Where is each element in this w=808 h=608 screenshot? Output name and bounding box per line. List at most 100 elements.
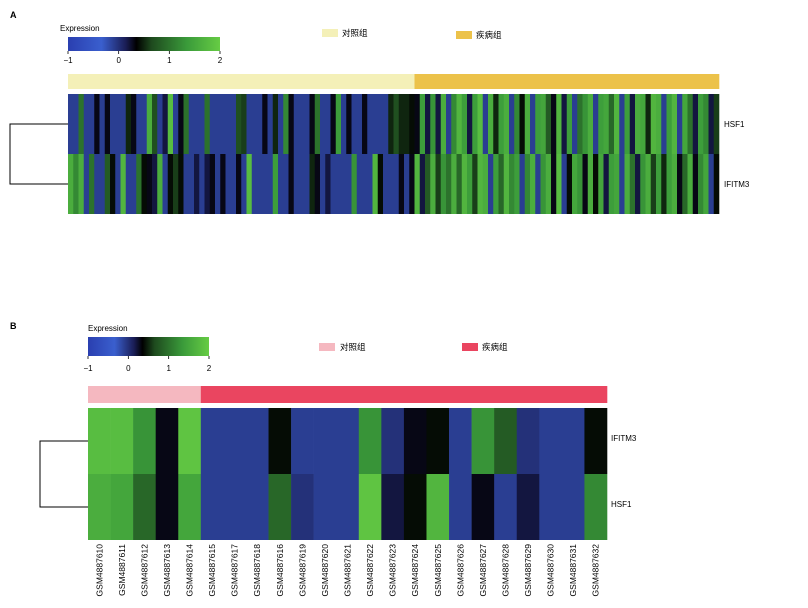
heatmap-cell	[661, 154, 667, 214]
heatmap-cell	[367, 94, 373, 154]
heatmap-cell	[540, 94, 547, 154]
heatmap-cell	[178, 94, 184, 154]
heatmap-cell	[572, 154, 578, 214]
heatmap-cell	[624, 154, 631, 214]
heatmap-cell	[530, 154, 536, 214]
colorbar-tick-label: 0	[126, 364, 131, 373]
heatmap-cell	[225, 154, 232, 214]
row-label-b-2: HSF1	[611, 500, 632, 509]
heatmap-cell	[516, 474, 540, 540]
heatmap-cell	[183, 94, 190, 154]
heatmap-cell	[703, 154, 709, 214]
group-legend-b: 对照组 疾病组	[319, 342, 508, 352]
heatmap-cell	[524, 154, 531, 214]
heatmap-cell	[614, 154, 620, 214]
heatmap-cell	[703, 94, 709, 154]
sample-label: GSM4887631	[568, 544, 578, 597]
heatmap-cell	[257, 94, 263, 154]
heatmap-cell	[393, 94, 400, 154]
heatmap-cell	[477, 94, 484, 154]
heatmap-cell	[414, 94, 421, 154]
sample-label: GSM4887627	[478, 544, 488, 597]
heatmap-cell	[173, 154, 179, 214]
heatmap-cell	[99, 154, 106, 214]
heatmap-cell	[677, 154, 683, 214]
heatmap-cell	[209, 94, 216, 154]
heatmap-cell	[493, 154, 499, 214]
heatmap-cell	[325, 94, 331, 154]
heatmap-cell	[682, 154, 688, 214]
sample-label: GSM4887611	[117, 544, 127, 596]
heatmap-cell	[336, 474, 360, 540]
heatmap-cell	[556, 154, 562, 214]
panel-label-a: A	[10, 10, 17, 20]
heatmap-cell	[551, 94, 557, 154]
heatmap-cell	[449, 408, 472, 474]
heatmap-cell	[272, 154, 279, 214]
heatmap-cell	[608, 94, 615, 154]
heatmap-cell	[293, 154, 300, 214]
legend-label-control-b: 对照组	[340, 342, 366, 352]
heatmap-cell	[155, 474, 179, 540]
heatmap-cell	[288, 154, 295, 214]
heatmap-cell	[272, 94, 279, 154]
sample-label: GSM4887619	[297, 544, 307, 597]
heatmap-cell	[125, 154, 132, 214]
heatmap-cell	[110, 154, 116, 214]
heatmap-cell	[404, 154, 410, 214]
heatmap-cell	[398, 94, 405, 154]
heatmap-cell	[419, 154, 426, 214]
heatmap-cell	[68, 154, 74, 214]
heatmap-cell	[561, 474, 585, 540]
heatmap-cell	[498, 94, 505, 154]
heatmap-cell	[304, 154, 310, 214]
heatmap-cell	[488, 154, 494, 214]
heatmap-cell	[435, 154, 442, 214]
heatmap-cell	[278, 94, 284, 154]
heatmap-cell	[262, 94, 268, 154]
heatmap-cell	[629, 154, 636, 214]
heatmap-cell	[619, 94, 625, 154]
heatmap-cell	[440, 94, 447, 154]
heatmap-cell	[698, 94, 704, 154]
legend-title-b: Expression	[88, 324, 128, 333]
sample-label: GSM4887621	[343, 544, 353, 597]
heatmap-cell	[545, 94, 552, 154]
heatmap-cell	[608, 154, 615, 214]
heatmap-cell	[435, 94, 442, 154]
heatmap-cell	[587, 94, 594, 154]
heatmap-cell	[383, 94, 389, 154]
heatmap-cell	[482, 154, 489, 214]
heatmap-cell	[313, 474, 337, 540]
heatmap-cell	[666, 94, 673, 154]
heatmap-cell	[267, 94, 274, 154]
heatmap-cell	[514, 94, 520, 154]
sample-label: GSM4887626	[455, 544, 465, 597]
heatmap-cell	[509, 94, 515, 154]
heatmap-cell	[456, 154, 463, 214]
colorbar-tick-label: 2	[207, 364, 212, 373]
heatmap-cell	[188, 94, 195, 154]
heatmap-cell	[494, 408, 518, 474]
heatmap-cell	[556, 94, 562, 154]
color-legend-a: Expression −1 0 1 2	[60, 24, 223, 65]
dendrogram-b	[39, 440, 88, 508]
sample-label: GSM4887618	[252, 544, 262, 597]
heatmap-cell	[267, 154, 274, 214]
heatmap-cell	[671, 94, 678, 154]
heatmap-cell	[241, 154, 247, 214]
heatmap-cell	[330, 94, 337, 154]
heatmap-cell	[671, 154, 678, 214]
heatmap-cell	[99, 94, 106, 154]
heatmap-cell	[677, 94, 683, 154]
heatmap-cell	[299, 94, 305, 154]
heatmap-cell	[650, 94, 657, 154]
colorbar-tick-label: 1	[167, 56, 172, 65]
sample-labels-b: GSM4887610 GSM4887611 GSM4887612 GSM4887613…	[94, 544, 600, 597]
dendrogram-branches-b	[39, 440, 88, 508]
heatmap-cell	[598, 94, 604, 154]
heatmap-cell	[561, 94, 568, 154]
sample-label: GSM4887629	[523, 544, 533, 597]
sample-label: GSM4887614	[185, 544, 195, 597]
heatmap-cell	[89, 154, 95, 214]
